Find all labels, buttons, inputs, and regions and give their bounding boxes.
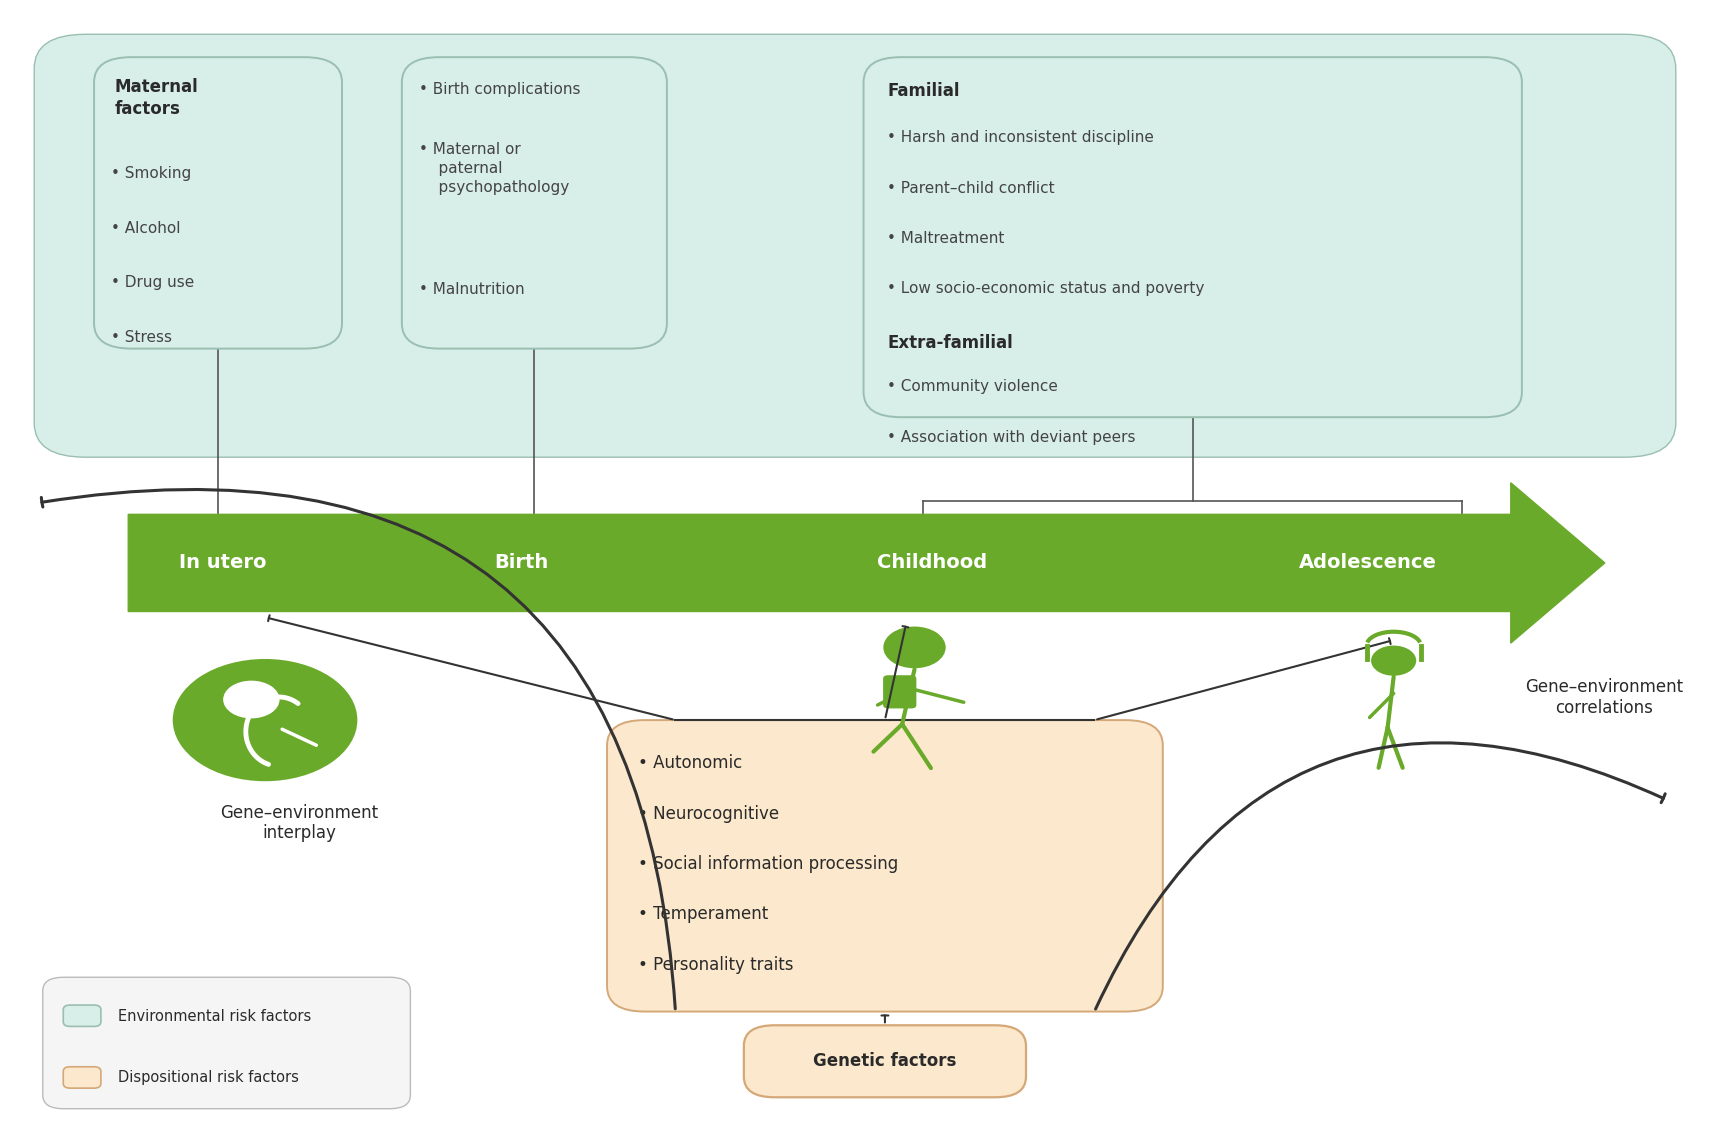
Text: Dispositional risk factors: Dispositional risk factors bbox=[118, 1070, 299, 1086]
Text: • Association with deviant peers: • Association with deviant peers bbox=[887, 430, 1135, 445]
Text: Childhood: Childhood bbox=[877, 553, 987, 573]
Text: • Temperament: • Temperament bbox=[638, 905, 768, 924]
Text: In utero: In utero bbox=[178, 553, 267, 573]
Text: • Drug use: • Drug use bbox=[111, 275, 195, 290]
Text: • Alcohol: • Alcohol bbox=[111, 221, 181, 235]
FancyBboxPatch shape bbox=[607, 720, 1163, 1012]
Text: • Parent–child conflict: • Parent–child conflict bbox=[887, 181, 1055, 195]
Text: • Community violence: • Community violence bbox=[887, 379, 1058, 394]
Text: Birth: Birth bbox=[494, 553, 549, 573]
Text: • Low socio-economic status and poverty: • Low socio-economic status and poverty bbox=[887, 281, 1206, 296]
FancyBboxPatch shape bbox=[63, 1066, 101, 1088]
Text: Familial: Familial bbox=[887, 82, 959, 101]
Circle shape bbox=[222, 680, 280, 719]
Circle shape bbox=[884, 626, 946, 669]
Circle shape bbox=[1371, 646, 1416, 676]
Text: Adolescence: Adolescence bbox=[1300, 553, 1436, 573]
FancyArrow shape bbox=[128, 482, 1604, 644]
Circle shape bbox=[171, 657, 359, 783]
FancyBboxPatch shape bbox=[402, 57, 667, 349]
Text: • Personality traits: • Personality traits bbox=[638, 956, 793, 974]
Text: • Smoking: • Smoking bbox=[111, 166, 192, 181]
Text: • Harsh and inconsistent discipline: • Harsh and inconsistent discipline bbox=[887, 130, 1154, 145]
Text: • Social information processing: • Social information processing bbox=[638, 855, 898, 873]
FancyBboxPatch shape bbox=[43, 977, 410, 1109]
Text: Genetic factors: Genetic factors bbox=[814, 1053, 956, 1070]
Text: Maternal
factors: Maternal factors bbox=[115, 78, 198, 118]
Text: • Maternal or
    paternal
    psychopathology: • Maternal or paternal psychopathology bbox=[419, 142, 569, 195]
Text: Environmental risk factors: Environmental risk factors bbox=[118, 1008, 311, 1024]
Text: Extra-familial: Extra-familial bbox=[887, 334, 1014, 352]
FancyBboxPatch shape bbox=[34, 34, 1676, 457]
Text: Gene–environment
correlations: Gene–environment correlations bbox=[1525, 678, 1683, 717]
FancyBboxPatch shape bbox=[94, 57, 342, 349]
Text: • Birth complications: • Birth complications bbox=[419, 82, 580, 97]
Text: • Maltreatment: • Maltreatment bbox=[887, 231, 1005, 246]
Text: Gene–environment
interplay: Gene–environment interplay bbox=[221, 804, 378, 842]
Text: • Malnutrition: • Malnutrition bbox=[419, 282, 525, 297]
FancyBboxPatch shape bbox=[63, 1005, 101, 1026]
Text: • Autonomic: • Autonomic bbox=[638, 754, 742, 773]
FancyBboxPatch shape bbox=[864, 57, 1522, 417]
Text: • Neurocognitive: • Neurocognitive bbox=[638, 805, 780, 823]
Text: • Stress: • Stress bbox=[111, 330, 173, 345]
FancyBboxPatch shape bbox=[744, 1025, 1026, 1097]
FancyBboxPatch shape bbox=[882, 676, 917, 709]
